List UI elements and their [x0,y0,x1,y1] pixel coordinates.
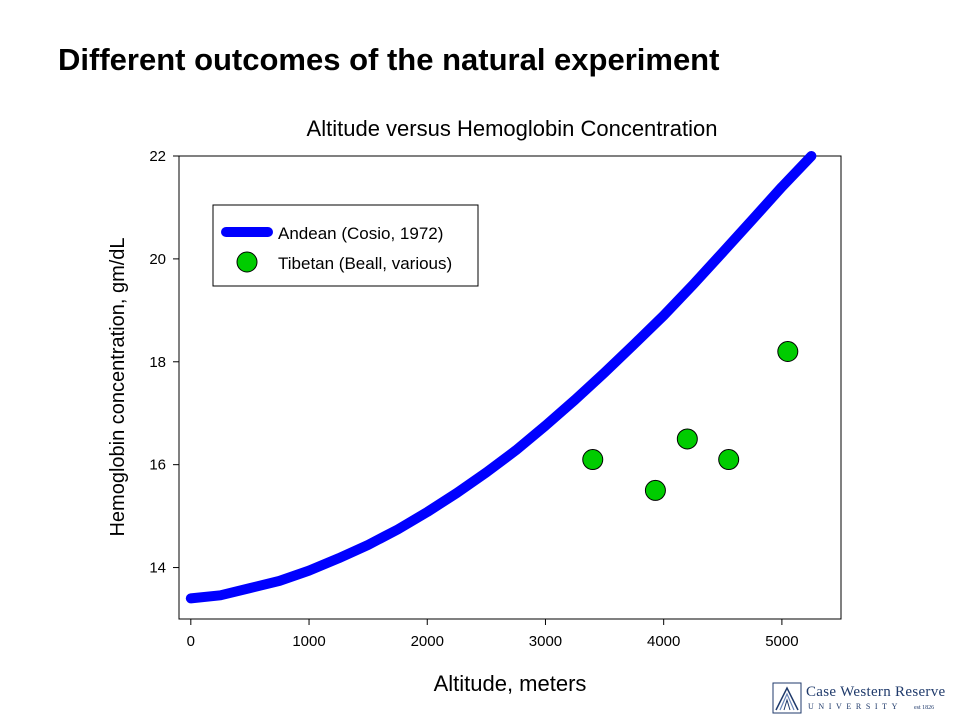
y-tick-label: 14 [149,560,166,577]
x-tick-label: 0 [187,633,195,650]
legend-label-andean: Andean (Cosio, 1972) [278,224,443,243]
series-andean [185,151,817,604]
tibetan-point [777,340,799,362]
slide-title: Different outcomes of the natural experi… [58,42,720,77]
x-tick-label: 2000 [411,633,444,650]
university-logo: Case Western Reserve UNIVERSITY est 1826 [772,682,948,716]
logo-text: Case Western Reserve [806,684,946,700]
x-axis-label: Altitude, meters [434,671,587,696]
tibetan-point [718,449,740,471]
y-tick-label: 20 [149,251,166,268]
legend-box [212,204,479,287]
andean-curve-line [185,151,817,604]
series-tibetan [582,340,799,501]
tibetan-point [676,428,698,450]
x-axis: 0 1000 2000 3000 4000 5000 [187,619,799,650]
y-tick-label: 18 [149,354,166,371]
x-tick-label: 1000 [292,633,325,650]
y-tick-label: 16 [149,457,166,474]
plot-frame [178,155,842,620]
x-tick-label: 5000 [765,633,798,650]
logo-est: est 1826 [914,705,935,711]
logo-emblem-icon [772,682,802,714]
y-axis-label: Hemoglobin concentration, gm/dL [107,237,129,536]
legend-swatch-tibetan [236,251,258,273]
legend-label-tibetan: Tibetan (Beall, various) [278,254,452,273]
x-tick-label: 3000 [529,633,562,650]
chart-title: Altitude versus Hemoglobin Concentration [307,116,718,141]
logo-subtext: UNIVERSITY [808,702,902,711]
tibetan-point [644,479,666,501]
y-axis: 14 16 18 20 22 [149,148,179,577]
tibetan-point [582,449,604,471]
legend: Andean (Cosio, 1972) Tibetan (Beall, var… [212,204,479,287]
y-tick-label: 22 [149,148,166,165]
x-tick-label: 4000 [647,633,680,650]
